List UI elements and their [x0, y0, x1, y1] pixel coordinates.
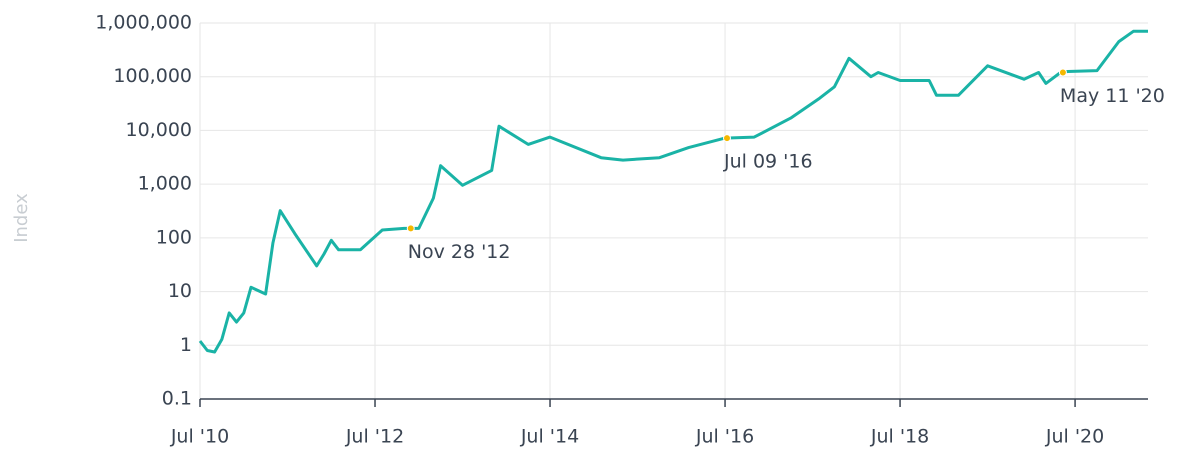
y-tick-label: 10,000 — [126, 119, 192, 141]
y-axis-label: Index — [11, 193, 32, 243]
annotation-label: Jul 09 '16 — [723, 151, 813, 173]
annotation-point — [722, 134, 731, 143]
y-tick-label: 1,000,000 — [95, 12, 192, 34]
annotation-point — [406, 224, 415, 233]
y-tick-label: 0.1 — [162, 388, 192, 410]
annotation-point — [1058, 68, 1067, 77]
x-tick-label: Jul '12 — [345, 426, 404, 448]
x-tick-label: Jul '14 — [520, 426, 579, 448]
annotation-label: May 11 '20 — [1060, 85, 1165, 107]
x-tick-label: Jul '10 — [170, 426, 229, 448]
x-tick-label: Jul '16 — [695, 426, 754, 448]
y-tick-label: 1 — [180, 334, 192, 356]
line-series — [198, 29, 1148, 354]
y-tick-label: 100 — [156, 226, 192, 248]
y-tick-label: 10 — [168, 280, 192, 302]
x-tick-label: Jul '18 — [870, 426, 929, 448]
annotation-label: Nov 28 '12 — [408, 241, 511, 263]
x-tick-label: Jul '20 — [1045, 426, 1104, 448]
y-tick-label: 100,000 — [113, 65, 192, 87]
y-tick-label: 1,000 — [138, 173, 192, 195]
